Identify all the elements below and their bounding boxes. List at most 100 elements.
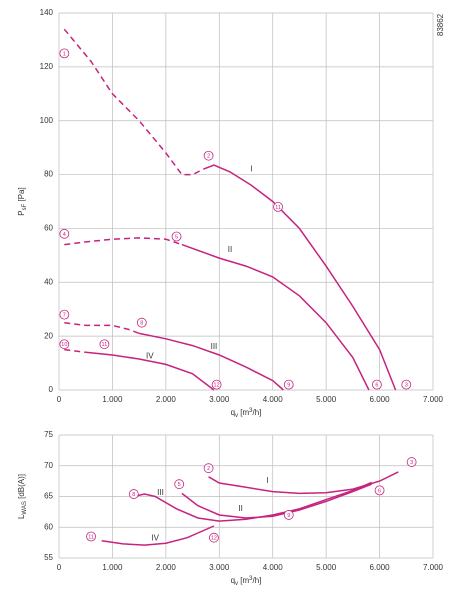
x-label-sup: 3 — [249, 408, 253, 414]
y-axis-label: LWAS [dB(A)] — [17, 474, 27, 519]
annotation-circle — [203, 150, 214, 161]
x-tick-label: 7.000 — [423, 395, 444, 404]
annotation-text: 3 — [410, 460, 413, 466]
x-tick-label: 6.000 — [370, 563, 391, 572]
y-label-main: L — [17, 514, 26, 519]
x-tick-label: 6.000 — [370, 395, 391, 404]
curve-label: IV — [151, 533, 159, 542]
annotation-circle — [136, 317, 147, 328]
x-tick-label: 2.000 — [156, 563, 177, 572]
annotation-text: 9 — [287, 513, 290, 519]
annotation-text: 12 — [211, 536, 217, 542]
y-tick-label: 100 — [40, 116, 54, 125]
y-label-unit: [Pa] — [17, 187, 26, 203]
curve-solid — [133, 481, 372, 522]
x-label-tail: /h] — [253, 576, 262, 585]
annotation-text: 6 — [375, 383, 378, 389]
x-tick-label: 5.000 — [316, 395, 337, 404]
x-tick-label: 7.000 — [423, 563, 444, 572]
x-tick-label: 5.000 — [316, 563, 337, 572]
x-label-tail: /h] — [253, 408, 262, 417]
curve-dashed — [64, 237, 183, 246]
annotation-text: 4 — [63, 232, 66, 238]
y-label-unit: [dB(A)] — [17, 474, 26, 501]
annotation-text: 5 — [178, 482, 181, 488]
annotation-text: 8 — [132, 492, 135, 498]
curve-label: IV — [146, 351, 154, 360]
annotation-circle — [211, 379, 222, 390]
x-label-main: q — [231, 408, 235, 417]
annotation-circle — [59, 228, 70, 239]
annotation-circle — [86, 531, 96, 542]
x-tick-label: 0 — [57, 563, 62, 572]
curve-dashed — [63, 28, 204, 176]
annotation-circle — [273, 201, 283, 212]
x-tick-label: 1.000 — [102, 395, 123, 404]
annotation-circle — [406, 457, 417, 467]
y-tick-label: 55 — [44, 553, 53, 562]
y-tick-label: 20 — [44, 331, 53, 340]
annotation-text: 2 — [207, 466, 210, 472]
y-tick-label: 75 — [44, 430, 53, 439]
x-axis-label: qv [m3/h] — [231, 408, 262, 419]
curve-solid — [203, 164, 397, 391]
y-tick-label: 120 — [40, 62, 54, 71]
x-axis-label: qv [m3/h] — [231, 576, 262, 587]
annotation-text: 5 — [175, 234, 178, 240]
annotation-circle — [401, 379, 412, 390]
annotation-text: 10 — [61, 342, 67, 348]
y-axis-label: PsF [Pa] — [17, 187, 27, 215]
annotation-circle — [171, 231, 182, 242]
curve-solid — [101, 525, 215, 546]
curve-label: I — [266, 476, 268, 485]
annotation-circle — [203, 463, 214, 474]
y-tick-label: 0 — [49, 385, 54, 394]
annotation-text: 12 — [214, 383, 220, 389]
y-label-main: P — [17, 210, 26, 215]
y-tick-label: 60 — [44, 224, 53, 233]
y-label-sub: sF — [22, 203, 28, 210]
y-tick-label: 40 — [44, 277, 53, 286]
x-tick-label: 3.000 — [209, 395, 230, 404]
curve-solid — [138, 332, 284, 391]
annotation-text: 6 — [378, 488, 381, 494]
x-label-main: q — [231, 576, 235, 585]
annotation-circle — [371, 379, 382, 390]
x-tick-label: 1.000 — [102, 563, 123, 572]
curve-label: III — [157, 488, 164, 497]
annotation-text: 7 — [63, 313, 66, 319]
annotation-circle — [128, 489, 139, 499]
y-tick-label: 70 — [44, 461, 53, 470]
curve-dashed — [64, 348, 86, 354]
x-tick-label: 4.000 — [263, 563, 284, 572]
curve-label: III — [211, 342, 218, 351]
annotation-circle — [209, 532, 219, 543]
annotation-circle — [374, 485, 385, 496]
annotation-circle — [283, 510, 294, 520]
y-label-sub: WAS — [22, 501, 28, 514]
curve-solid — [85, 351, 215, 391]
annotation-text: 2 — [207, 154, 210, 160]
annotation-circle — [59, 339, 70, 350]
x-label-sub: v — [235, 413, 238, 419]
annotation-text: 8 — [140, 321, 143, 327]
annotation-text: 11 — [88, 534, 94, 540]
x-label-sup: 3 — [249, 576, 253, 582]
annotation-text: 1 — [63, 51, 66, 57]
y-tick-label: 65 — [44, 492, 53, 501]
annotation-circle — [59, 48, 70, 59]
x-tick-label: 4.000 — [263, 395, 284, 404]
annotation-text: 9 — [287, 383, 290, 389]
curve-label: II — [228, 245, 232, 254]
annotation-text: 11 — [102, 342, 108, 348]
y-tick-label: 140 — [40, 8, 54, 17]
x-tick-label: 0 — [57, 395, 62, 404]
annotation-text: 11 — [275, 205, 281, 211]
y-tick-label: 80 — [44, 170, 53, 179]
curve-solid — [181, 243, 370, 391]
drawing-id: 83862 — [436, 13, 445, 36]
x-tick-label: 3.000 — [209, 563, 230, 572]
curve-dashed — [64, 321, 140, 335]
x-label-sub: v — [235, 581, 238, 587]
